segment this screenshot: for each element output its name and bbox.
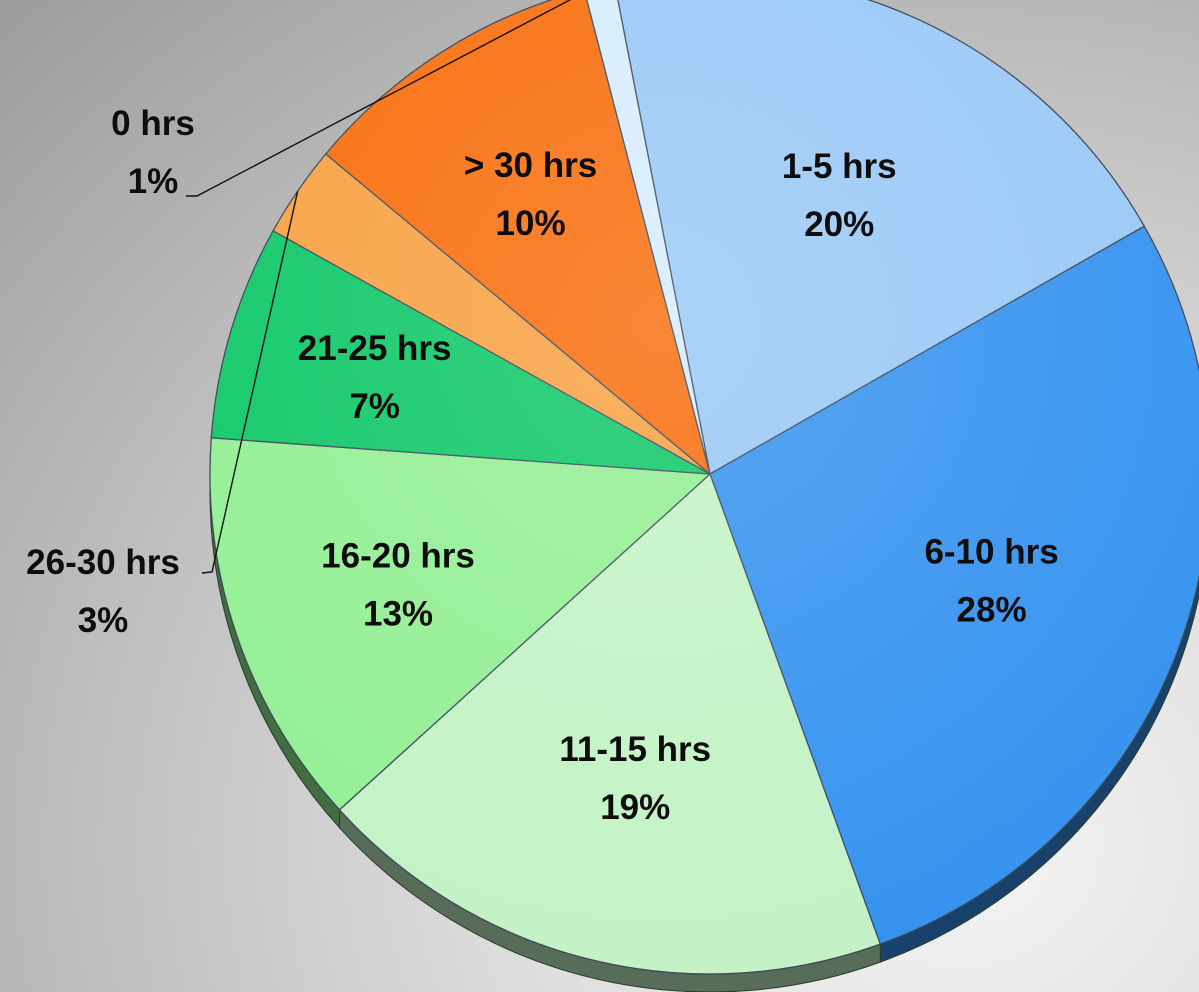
slice-16-20-hrs-percent: 13% xyxy=(363,595,433,634)
slice-26-30-hrs-outer-label: 26-30 hrs xyxy=(26,543,180,582)
pie-slices xyxy=(209,0,1199,975)
slice-6-10-hrs-percent: 28% xyxy=(957,591,1027,630)
slice-11-15-hrs-label: 11-15 hrs xyxy=(559,730,711,769)
slice-30-hrs-label: > 30 hrs xyxy=(464,146,597,185)
slice-30-hrs-percent: 10% xyxy=(496,204,566,243)
slice-6-10-hrs-label: 6-10 hrs xyxy=(924,533,1058,572)
slice-11-15-hrs-percent: 19% xyxy=(600,788,670,827)
slice-26-30-hrs-outer-percent: 3% xyxy=(78,601,129,640)
slice-0-hrs-outer-percent: 1% xyxy=(128,162,179,201)
leader-line-26-30-hrs xyxy=(201,191,299,574)
slice-1-5-hrs-label: 1-5 hrs xyxy=(782,147,897,186)
leader-line-0-hrs xyxy=(186,0,572,197)
slice-1-5-hrs-percent: 20% xyxy=(804,205,874,244)
slice-16-20-hrs-label: 16-20 hrs xyxy=(321,537,475,576)
slice-21-25-hrs-label: 21-25 hrs xyxy=(298,329,452,368)
pie-labels: 1-5 hrs 20% 6-10 hrs 28% 11-15 hrs 19% 16-20 h… xyxy=(26,0,1059,827)
slice-21-25-hrs-percent: 7% xyxy=(349,387,400,426)
slice-0-hrs-outer-label: 0 hrs xyxy=(111,104,195,143)
